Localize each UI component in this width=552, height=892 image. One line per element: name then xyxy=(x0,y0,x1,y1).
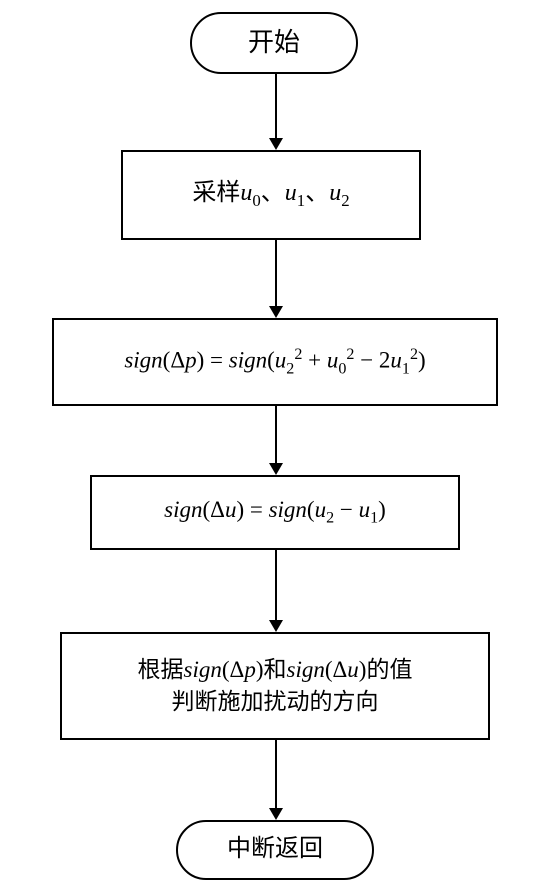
arrowhead-decide-to-end xyxy=(269,808,283,820)
edge-sign_du-to-decide xyxy=(275,550,277,620)
node-start-label: 开始 xyxy=(248,25,300,61)
edge-start-to-sample xyxy=(275,74,277,138)
node-end: 中断返回 xyxy=(176,820,374,880)
node-sample-label: 采样u0、u1、u2 xyxy=(192,177,349,212)
arrowhead-sign_dp-to-sign_du xyxy=(269,463,283,475)
arrowhead-sign_du-to-decide xyxy=(269,620,283,632)
edge-sample-to-sign_dp xyxy=(275,240,277,306)
node-sign_dp: sign(Δp) = sign(u22 + u02 − 2u12) xyxy=(52,318,498,406)
arrowhead-start-to-sample xyxy=(269,138,283,150)
node-start: 开始 xyxy=(190,12,358,74)
node-sample: 采样u0、u1、u2 xyxy=(121,150,421,240)
edge-decide-to-end xyxy=(275,740,277,808)
arrowhead-sample-to-sign_dp xyxy=(269,306,283,318)
node-sign_dp-label: sign(Δp) = sign(u22 + u02 − 2u12) xyxy=(124,344,425,381)
node-sign_du: sign(Δu) = sign(u2 − u1) xyxy=(90,475,460,550)
node-end-label: 中断返回 xyxy=(227,833,323,867)
node-sign_du-label: sign(Δu) = sign(u2 − u1) xyxy=(164,494,386,530)
flowchart-canvas: 开始采样u0、u1、u2 sign(Δp) = sign(u22 + u02 − … xyxy=(0,0,552,892)
node-decide-label: 根据sign(Δp)和sign(Δu)的值判断施加扰动的方向 xyxy=(138,654,413,718)
node-decide: 根据sign(Δp)和sign(Δu)的值判断施加扰动的方向 xyxy=(60,632,490,740)
edge-sign_dp-to-sign_du xyxy=(275,406,277,463)
